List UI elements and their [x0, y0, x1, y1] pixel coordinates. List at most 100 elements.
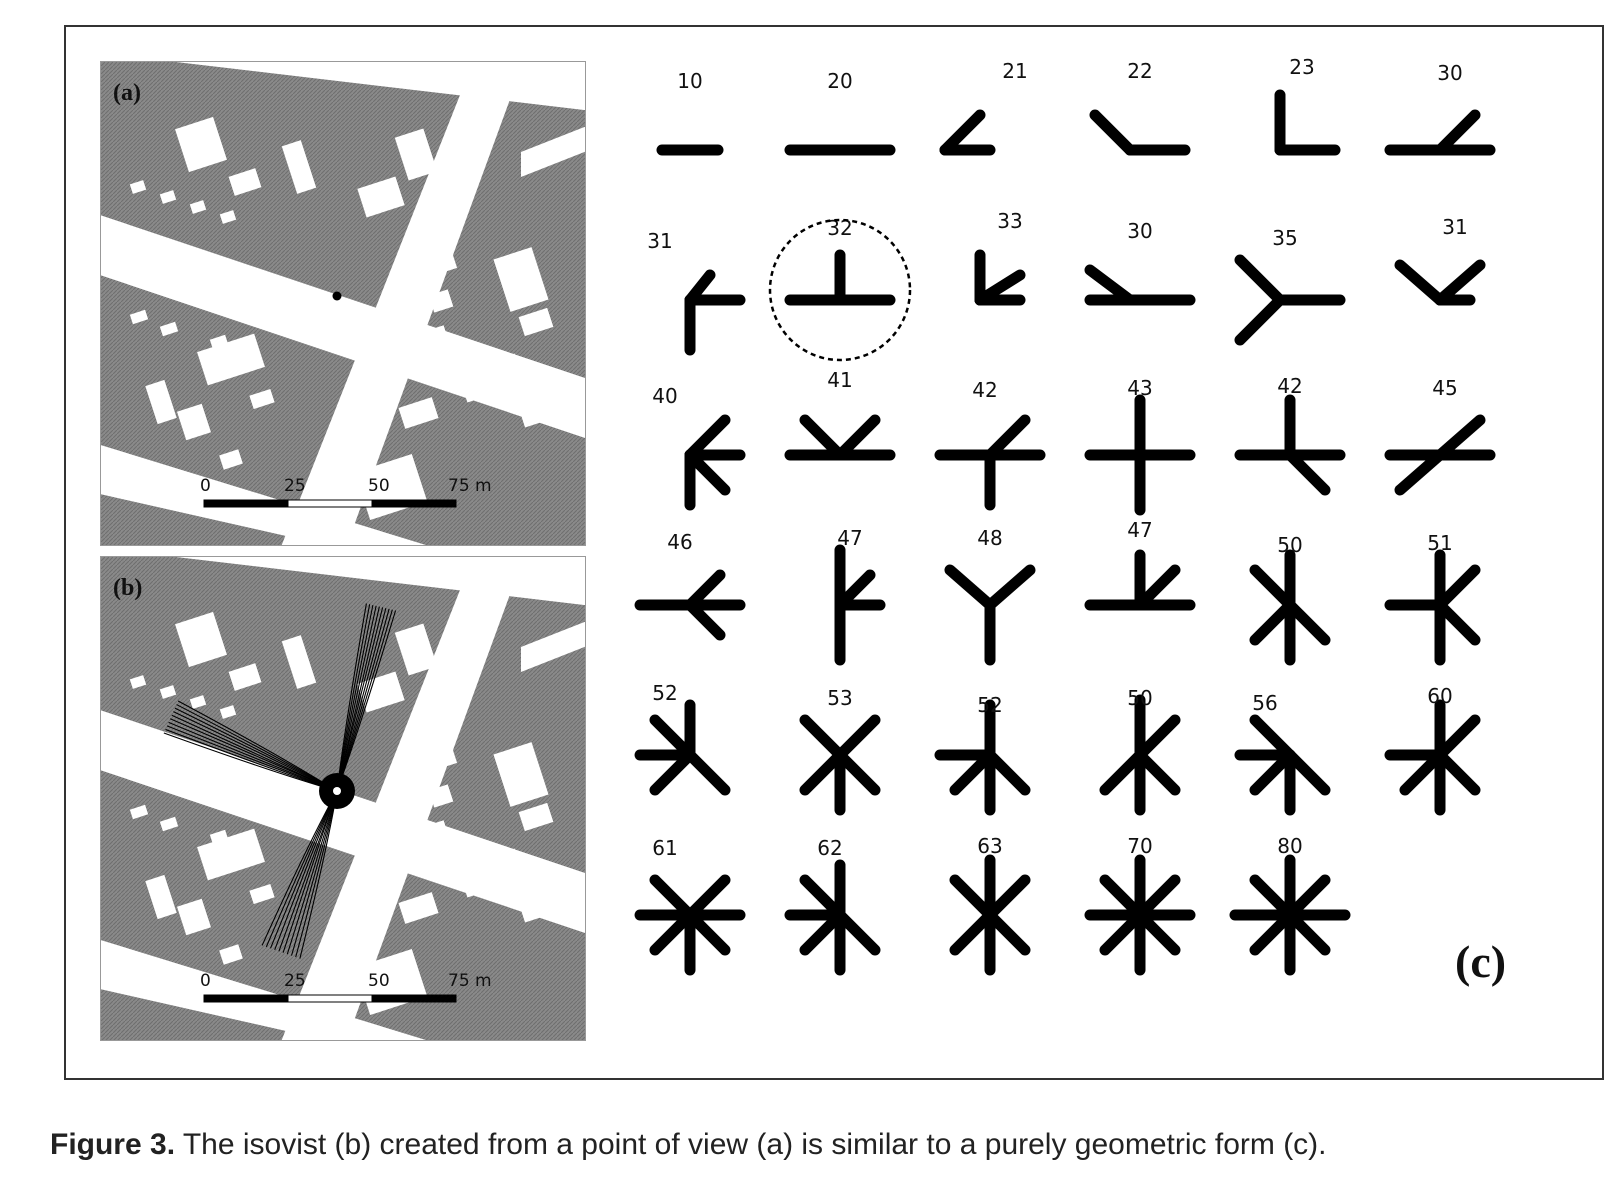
scale-bar-graphic — [203, 499, 457, 508]
courtyard — [159, 190, 177, 204]
panel-b-isovist-map: (b) 0 25 50 75 m — [100, 556, 586, 1041]
courtyard — [197, 333, 265, 386]
map-base — [101, 62, 585, 545]
glyph-number: 30 — [1127, 219, 1152, 243]
glyph-number: 46 — [667, 530, 692, 554]
scale-segment — [287, 994, 373, 1003]
glyph-number: 52 — [652, 681, 677, 705]
scale-segment — [203, 994, 289, 1003]
glyph-number: 62 — [817, 836, 842, 860]
glyph-number: 42 — [1277, 374, 1302, 398]
viewpoint-dot — [333, 787, 341, 795]
caption-label: Figure 3. — [50, 1128, 176, 1161]
glyph-number: 43 — [1127, 376, 1152, 400]
isovist-glyph: 42 — [934, 378, 1046, 511]
courtyard — [394, 623, 438, 676]
glyph-stroke — [1089, 109, 1136, 156]
figure-frame — [64, 25, 1604, 1080]
glyph-stroke — [834, 414, 881, 461]
street — [101, 445, 426, 545]
courtyard — [219, 210, 237, 224]
street — [521, 126, 585, 177]
isovist-glyph: 47 — [1084, 518, 1196, 611]
glyph-stroke — [949, 749, 996, 796]
courtyard — [457, 353, 525, 403]
street — [521, 621, 585, 672]
isovist-glyph: 40 — [652, 384, 746, 511]
courtyard — [189, 695, 207, 709]
glyph-stroke — [984, 749, 1031, 796]
courtyard — [428, 784, 454, 808]
courtyard — [129, 675, 147, 689]
scale-segment — [371, 499, 457, 508]
isovist-glyph: 42 — [1234, 374, 1346, 496]
glyph-stroke — [1434, 599, 1481, 646]
caption-text: The isovist (b) created from a point of … — [182, 1128, 1327, 1161]
isovist-glyph: 50 — [1099, 686, 1181, 816]
courtyard — [249, 388, 275, 410]
scale-segment — [287, 499, 373, 508]
glyph-stroke — [1249, 564, 1296, 611]
courtyard — [209, 829, 229, 845]
glyph-number: 47 — [1127, 518, 1152, 542]
scale-tick-label: 0 — [200, 476, 211, 496]
courtyard — [159, 321, 179, 337]
courtyard — [357, 176, 405, 218]
glyph-stroke — [1284, 599, 1331, 646]
isovist-glyph: 63 — [949, 834, 1031, 976]
courtyard — [159, 685, 177, 699]
map-base — [101, 557, 585, 1040]
glyph-stroke — [939, 109, 986, 156]
courtyard — [129, 804, 149, 820]
scale-tick-label: 0 — [200, 971, 211, 991]
glyph-stroke — [1394, 259, 1446, 306]
glyph-stroke — [1394, 414, 1486, 496]
street — [281, 62, 524, 545]
courtyard — [209, 334, 229, 350]
courtyard — [426, 239, 458, 275]
glyph-number: 47 — [837, 526, 862, 550]
glyph-number: 80 — [1277, 834, 1302, 858]
glyph-number: 20 — [827, 69, 852, 93]
isovist-glyph: 45 — [1384, 376, 1496, 496]
viewpoint-dot — [332, 291, 342, 301]
isovist-glyph: 30 — [1084, 219, 1196, 306]
glyph-stroke — [684, 569, 726, 611]
isovist-glyph: 51 — [1384, 531, 1481, 666]
glyph-number: 35 — [1272, 226, 1297, 250]
panel-c-label: (c) — [1455, 936, 1507, 987]
isovist-glyph: 62 — [784, 836, 881, 976]
glyph-stroke — [1434, 564, 1481, 611]
isovist-glyph: 31 — [1394, 215, 1486, 306]
isovist-glyph: 31 — [647, 229, 746, 356]
courtyard — [228, 168, 262, 196]
scale-tick-label: 50 — [368, 476, 390, 496]
isovist-glyph: 80 — [1229, 834, 1351, 976]
glyph-number: 21 — [1002, 59, 1027, 83]
courtyard — [428, 289, 454, 313]
glyph-number: 70 — [1127, 834, 1152, 858]
scale-tick-label: 75 m — [448, 971, 492, 991]
courtyard — [394, 128, 438, 181]
scale-segment — [371, 994, 457, 1003]
glyph-stroke — [834, 569, 876, 611]
courtyard — [493, 247, 549, 312]
glyph-number: 51 — [1427, 531, 1452, 555]
courtyard — [457, 848, 525, 898]
courtyard — [493, 742, 549, 807]
glyph-stroke — [1234, 254, 1286, 306]
glyph-number: 53 — [827, 686, 852, 710]
glyph-number: 30 — [1437, 61, 1462, 85]
glyph-number: 63 — [977, 834, 1002, 858]
glyph-number: 45 — [1432, 376, 1457, 400]
street — [281, 557, 524, 1040]
glyph-stroke — [684, 599, 726, 641]
courtyard — [228, 663, 262, 691]
glyph-number: 32 — [827, 216, 852, 240]
isovist-glyph: 41 — [784, 368, 896, 461]
courtyard — [249, 883, 275, 905]
glyph-stroke — [944, 564, 996, 611]
glyph-stroke — [1399, 749, 1446, 796]
glyph-stroke — [684, 449, 731, 496]
courtyard — [281, 140, 317, 194]
